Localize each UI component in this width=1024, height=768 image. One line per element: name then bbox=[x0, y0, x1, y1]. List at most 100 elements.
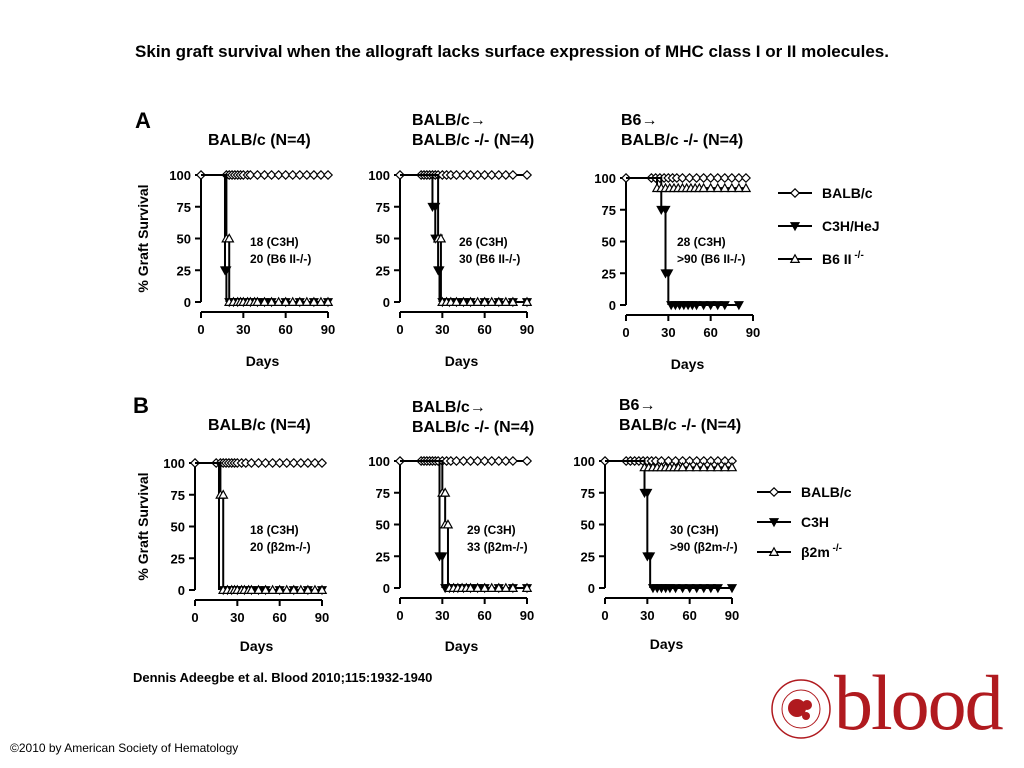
annotation: 30 (B6 II-/-) bbox=[459, 252, 520, 266]
censor-mark bbox=[677, 584, 688, 594]
x-tick-label: 60 bbox=[682, 608, 696, 623]
chart-title: BALB/c→ bbox=[412, 399, 486, 416]
data-point bbox=[295, 457, 306, 469]
legend-label: BALB/c bbox=[822, 185, 873, 201]
censor-mark bbox=[712, 301, 723, 311]
y-tick-label: 25 bbox=[581, 549, 595, 564]
data-point bbox=[465, 455, 476, 467]
data-point bbox=[309, 457, 320, 469]
chart-title: B6→ bbox=[619, 397, 655, 414]
legend-label: β2m -/- bbox=[801, 543, 842, 560]
x-tick-label: 30 bbox=[236, 322, 250, 337]
chart-title: BALB/c -/- (N=4) bbox=[412, 419, 534, 436]
blood-logo: blood bbox=[768, 659, 1004, 752]
data-point bbox=[500, 169, 511, 181]
data-point bbox=[663, 269, 674, 279]
y-tick-label: 0 bbox=[383, 581, 390, 596]
x-axis-label: Days bbox=[445, 353, 479, 369]
censor-mark bbox=[691, 301, 702, 311]
legend-label: B6 II -/- bbox=[822, 250, 864, 267]
censor-mark bbox=[287, 296, 298, 306]
data-point bbox=[691, 172, 702, 184]
censor-mark bbox=[712, 584, 723, 594]
censor-mark bbox=[479, 296, 490, 306]
censor-mark bbox=[266, 296, 277, 306]
censor-mark bbox=[500, 296, 512, 306]
data-point bbox=[660, 205, 671, 215]
series-line bbox=[195, 462, 220, 590]
censor-mark bbox=[698, 301, 709, 311]
data-point bbox=[677, 172, 688, 184]
legend-label: C3H/HeJ bbox=[822, 218, 880, 234]
y-tick-label: 100 bbox=[163, 456, 185, 471]
blood-wordmark: blood bbox=[834, 659, 1004, 746]
x-tick-label: 30 bbox=[435, 608, 449, 623]
legend-marker bbox=[768, 518, 780, 528]
x-tick-label: 90 bbox=[746, 325, 760, 340]
data-point bbox=[224, 233, 235, 243]
x-tick-label: 60 bbox=[477, 608, 491, 623]
censor-mark bbox=[465, 582, 476, 592]
censor-mark bbox=[267, 584, 278, 594]
data-point bbox=[316, 457, 328, 469]
data-point bbox=[719, 172, 730, 184]
censor-mark bbox=[458, 296, 469, 306]
series-line bbox=[626, 177, 670, 305]
panel-label-a: A bbox=[135, 108, 151, 133]
data-point bbox=[719, 461, 731, 472]
x-axis-label: Days bbox=[240, 638, 274, 654]
data-point bbox=[712, 172, 723, 184]
censor-mark bbox=[670, 584, 681, 594]
annotation: 29 (C3H) bbox=[467, 523, 516, 537]
data-point bbox=[733, 172, 744, 184]
legend-marker bbox=[789, 187, 801, 199]
legend-marker bbox=[789, 253, 801, 263]
censor-mark bbox=[493, 296, 504, 306]
censor-mark bbox=[698, 584, 709, 594]
data-point bbox=[705, 172, 716, 184]
annotation: 33 (β2m-/-) bbox=[467, 540, 528, 554]
censor-mark bbox=[521, 582, 533, 592]
data-point bbox=[642, 488, 653, 498]
censor-mark bbox=[486, 582, 497, 592]
data-point bbox=[472, 455, 483, 467]
y-tick-label: 75 bbox=[376, 200, 390, 215]
censor-mark bbox=[288, 584, 299, 594]
data-point bbox=[677, 461, 688, 472]
data-point bbox=[645, 552, 656, 562]
x-tick-label: 0 bbox=[396, 608, 403, 623]
y-tick-label: 25 bbox=[376, 263, 390, 278]
y-tick-label: 75 bbox=[171, 488, 185, 503]
annotation: >90 (B6 II-/-) bbox=[677, 252, 745, 266]
data-point bbox=[280, 169, 291, 181]
censor-mark bbox=[308, 296, 320, 306]
y-axis-label: % Graft Survival bbox=[135, 472, 151, 580]
y-axis-label: % Graft Survival bbox=[135, 184, 151, 292]
censor-mark bbox=[479, 582, 490, 592]
annotation: 20 (B6 II-/-) bbox=[250, 252, 311, 266]
data-point bbox=[740, 182, 752, 193]
annotation: 26 (C3H) bbox=[459, 235, 508, 249]
censor-mark bbox=[246, 584, 257, 594]
data-point bbox=[521, 455, 533, 467]
censor-mark bbox=[274, 584, 285, 594]
data-point bbox=[458, 455, 469, 467]
data-point bbox=[458, 169, 469, 181]
censor-mark bbox=[493, 582, 504, 592]
x-axis-label: Days bbox=[445, 638, 479, 654]
censor-mark bbox=[705, 584, 716, 594]
censor-mark bbox=[280, 296, 291, 306]
data-point bbox=[521, 169, 533, 181]
y-tick-label: 100 bbox=[368, 454, 390, 469]
x-tick-label: 0 bbox=[601, 608, 608, 623]
y-tick-label: 50 bbox=[376, 232, 390, 247]
series-line bbox=[400, 460, 449, 588]
chart-panel-4: 0 25 50 75 100 0 30 60 90 Days % Graft Survival BAL… bbox=[135, 417, 329, 654]
data-point bbox=[274, 457, 285, 469]
data-point bbox=[451, 169, 462, 181]
data-point bbox=[273, 169, 284, 181]
censor-mark bbox=[500, 582, 512, 592]
censor-mark bbox=[465, 296, 476, 306]
data-point bbox=[301, 169, 312, 181]
censor-mark bbox=[733, 301, 744, 311]
